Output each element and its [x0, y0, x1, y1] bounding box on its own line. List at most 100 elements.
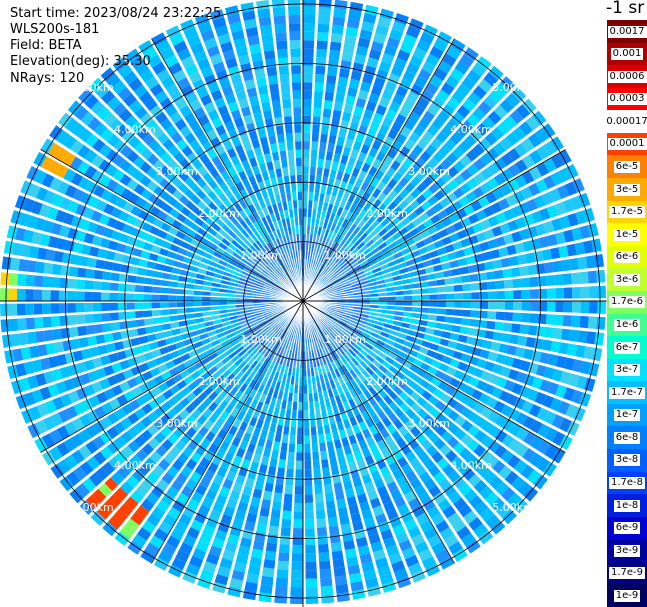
- beta-cell: [238, 277, 248, 283]
- beta-cell: [333, 214, 340, 224]
- beta-cell: [71, 375, 83, 389]
- beta-cell: [348, 359, 356, 369]
- beta-cell: [372, 403, 383, 414]
- beta-cell: [278, 237, 285, 246]
- beta-cell: [179, 240, 190, 250]
- range-ring-label: 1.00km: [240, 333, 282, 346]
- beta-cell: [324, 91, 334, 102]
- beta-cell: [538, 301, 548, 312]
- range-ring-label: 5.00km: [492, 501, 534, 514]
- beta-cell: [280, 329, 287, 338]
- beta-cell: [252, 211, 261, 221]
- beta-cell: [235, 263, 245, 271]
- beta-cell: [273, 492, 283, 502]
- beta-cell: [183, 176, 195, 188]
- beta-cell: [22, 198, 35, 213]
- beta-cell: [354, 375, 363, 386]
- beta-cell: [321, 245, 327, 255]
- beta-cell: [314, 65, 326, 75]
- beta-cell: [201, 195, 212, 206]
- colorbar-swatch: 1.7e-8: [607, 471, 647, 495]
- beta-cell: [105, 73, 121, 89]
- beta-cell: [402, 98, 415, 111]
- beta-cell: [208, 545, 223, 558]
- beta-cell: [177, 314, 187, 321]
- beta-cell: [339, 320, 348, 326]
- beta-cell: [174, 391, 186, 402]
- beta-cell: [259, 355, 267, 365]
- beta-cell: [225, 177, 235, 189]
- beta-cell: [353, 54, 367, 65]
- beta-cell: [327, 362, 334, 372]
- beta-cell: [250, 496, 262, 507]
- beta-cell: [271, 449, 280, 459]
- beta-cell: [320, 184, 327, 194]
- beta-cell: [405, 221, 416, 232]
- beta-cell: [233, 202, 243, 213]
- beta-cell: [76, 314, 86, 325]
- beta-cell: [59, 197, 72, 211]
- beta-cell: [330, 360, 338, 370]
- beta-cell: [409, 199, 420, 210]
- beta-cell: [237, 284, 246, 289]
- beta-cell: [375, 557, 389, 569]
- beta-cell: [178, 195, 190, 206]
- beta-cell: [136, 267, 147, 276]
- beta-cell: [176, 48, 192, 62]
- beta-cell: [174, 520, 189, 534]
- beta-cell: [498, 342, 509, 354]
- beta-cell: [248, 43, 262, 55]
- colorbar-swatch: 0.0006: [607, 65, 647, 89]
- beta-cell: [521, 400, 534, 414]
- beta-cell: [224, 541, 238, 554]
- beta-cell: [244, 167, 254, 178]
- beta-cell: [489, 475, 504, 490]
- beta-cell: [500, 404, 513, 417]
- ray-gap-line: [193, 300, 304, 585]
- beta-cell: [304, 511, 315, 520]
- beta-cell: [168, 288, 178, 295]
- beta-cell: [146, 513, 161, 527]
- beta-cell: [162, 353, 173, 363]
- beta-cell: [112, 169, 125, 182]
- beta-cell: [363, 65, 377, 77]
- beta-cell: [476, 358, 488, 369]
- beta-cell: [354, 354, 363, 364]
- beta-cell: [310, 141, 319, 151]
- beta-cell: [523, 486, 539, 502]
- beta-cell: [134, 310, 144, 319]
- beta-cell: [287, 149, 295, 159]
- beta-cell: [196, 86, 209, 99]
- beta-cell: [387, 301, 396, 305]
- beta-cell: [322, 256, 328, 265]
- beta-cell: [519, 323, 530, 335]
- beta-cell: [442, 269, 453, 278]
- beta-cell: [344, 362, 353, 372]
- beta-cell: [536, 162, 550, 177]
- beta-cell: [186, 277, 196, 284]
- beta-cell: [550, 340, 561, 353]
- beta-cell: [487, 280, 497, 290]
- beta-cell: [348, 504, 360, 515]
- beta-cell: [346, 18, 360, 29]
- beta-cell: [108, 398, 121, 411]
- beta-cell: [496, 503, 512, 519]
- beta-cell: [64, 117, 79, 133]
- beta-cell: [227, 293, 236, 298]
- beta-cell: [419, 281, 429, 288]
- beta-cell: [30, 200, 43, 216]
- beta-cell: [401, 375, 412, 385]
- beta-cell: [487, 301, 497, 310]
- beta-cell: [337, 336, 345, 345]
- beta-cell: [246, 573, 260, 584]
- beta-cell: [300, 351, 303, 360]
- beta-cell: [362, 12, 377, 24]
- beta-cell: [179, 224, 190, 234]
- beta-cell: [199, 153, 210, 165]
- beta-cell: [328, 134, 337, 145]
- beta-cell: [284, 322, 291, 331]
- beta-cell: [190, 171, 202, 183]
- beta-cell: [189, 330, 199, 338]
- beta-cell: [504, 289, 514, 300]
- beta-cell: [286, 460, 295, 470]
